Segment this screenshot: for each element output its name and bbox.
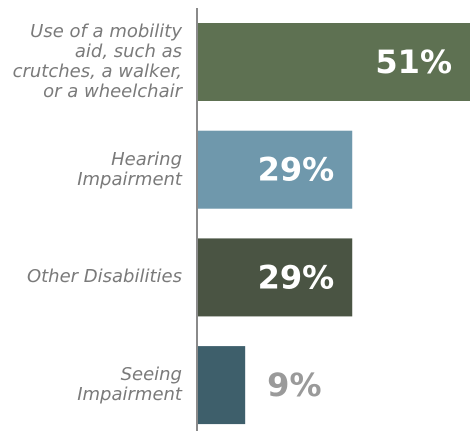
bar	[198, 238, 353, 317]
category-label: Other Disabilities	[26, 266, 182, 288]
value-label: 29%	[258, 258, 335, 296]
category-label: Seeing Impairment	[77, 364, 182, 406]
value-label: 51%	[375, 43, 452, 81]
value-label: 29%	[258, 151, 335, 189]
value-label: 9%	[267, 366, 321, 404]
category-label: Hearing Impairment	[77, 148, 182, 190]
category-label: Use of a mobility aid, such as crutches,…	[12, 21, 182, 102]
bar	[198, 346, 246, 425]
bar	[198, 23, 470, 101]
bar	[198, 130, 353, 209]
